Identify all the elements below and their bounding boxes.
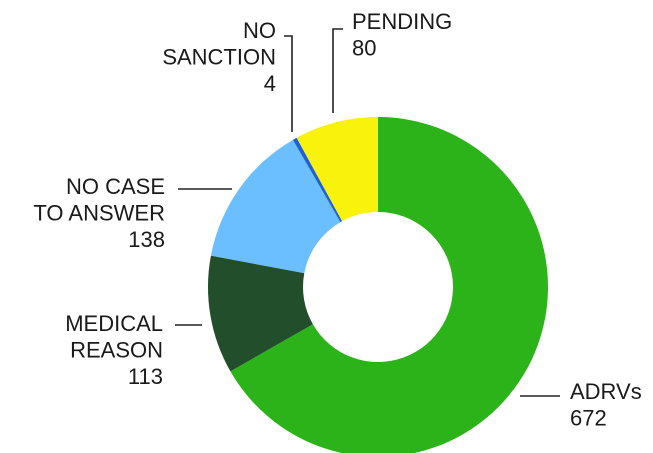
slice-label: TO ANSWER [33, 200, 165, 225]
slice-label: SANCTION [162, 44, 276, 69]
slice-value: 80 [352, 35, 376, 60]
slice-label: NO CASE [66, 174, 165, 199]
donut-slice [296, 117, 378, 222]
leader-line [332, 28, 343, 113]
slice-value: 138 [128, 227, 165, 252]
donut-slice [230, 117, 548, 453]
slice-label: PENDING [352, 9, 452, 34]
slice-label: NO [243, 18, 276, 43]
slice-label: ADRVs [570, 379, 642, 404]
donut-slice [207, 255, 313, 372]
slice-value: 113 [128, 364, 163, 389]
slice-label: REASON [70, 337, 163, 362]
donut-slice [210, 139, 341, 274]
slice-label: MEDICAL [65, 311, 163, 336]
donut-slice [292, 137, 343, 223]
slice-value: 4 [264, 71, 276, 96]
leader-line [284, 35, 293, 132]
slice-value: 672 [570, 405, 607, 430]
